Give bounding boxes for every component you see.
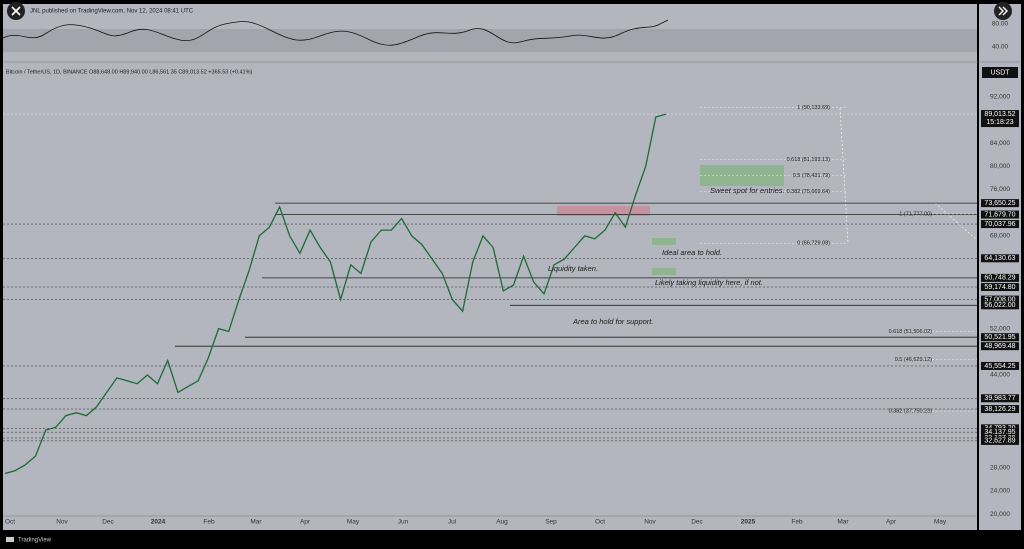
- time-label: Feb: [203, 519, 215, 526]
- time-label: Sep: [545, 519, 557, 526]
- fib-label: 0.618 (51,506.02): [889, 329, 933, 335]
- currency: USDT: [990, 69, 1010, 76]
- level-label: 60,748.29: [984, 275, 1015, 282]
- level-label-box: [981, 405, 1019, 414]
- liquidity-box: [652, 268, 676, 275]
- level-label-box: [981, 273, 1019, 282]
- annotation: Liquidity taken.: [548, 264, 598, 273]
- time-label: 2024: [151, 519, 166, 526]
- price-axis-pane: [979, 4, 1021, 530]
- time-label: Jun: [398, 519, 409, 526]
- level-label-box: [981, 428, 1019, 437]
- time-label: Nov: [56, 519, 68, 526]
- level-label: 50,521.95: [984, 334, 1015, 341]
- level-label: 71,679.70: [984, 211, 1015, 218]
- level-label: 64,130.63: [984, 255, 1015, 262]
- fib-label: 0.5 (46,629.12): [895, 357, 932, 363]
- fib-label: 0.382 (37,750.23): [889, 409, 933, 415]
- fib-label: 1 (71,777.00): [899, 211, 932, 217]
- level-label-box: [981, 342, 1019, 351]
- time-label: Apr: [300, 519, 311, 526]
- hold-box: [652, 238, 676, 245]
- rsi-tick-label: 40.00: [992, 44, 1009, 51]
- time-label: May: [347, 519, 360, 526]
- level-label-box: [981, 110, 1019, 128]
- time-label: Nov: [644, 519, 656, 526]
- level-label-box: [981, 210, 1019, 219]
- symbol-line: Bitcoin / TetherUS, 1D, BINANCE O88,648.…: [6, 69, 253, 75]
- time-label: May: [934, 519, 947, 526]
- fib-label: 0.618 (81,193.13): [787, 157, 831, 163]
- level-label-box: [981, 394, 1019, 403]
- price-tick-label: 80,000: [990, 163, 1010, 170]
- level-label: 32,627.89: [984, 438, 1015, 445]
- annotation: Likely taking liquidity here, if not.: [655, 278, 763, 287]
- expand-icon: [998, 6, 1008, 16]
- level-label-box: [981, 254, 1019, 263]
- rsi-tick-label: 80.00: [992, 21, 1009, 28]
- time-label: Mar: [837, 519, 849, 526]
- close-icon: [11, 6, 21, 16]
- annotation: Ideal area to hold.: [662, 248, 722, 257]
- time-label: 2025: [741, 519, 756, 526]
- resistance-box: [557, 206, 650, 216]
- level-label-box: [981, 301, 1019, 310]
- time-label: Aug: [496, 519, 508, 526]
- price-tick-label: 20,000: [990, 511, 1010, 518]
- brand-logo: [6, 537, 14, 542]
- price-tick-label: 76,000: [990, 186, 1010, 193]
- level-label: 89,013.52: [984, 111, 1015, 118]
- level-label: 45,554.25: [984, 363, 1015, 370]
- level-label: 70,037.96: [984, 221, 1015, 228]
- brand: TradingView: [18, 538, 52, 544]
- level-label-box: [981, 283, 1019, 292]
- level-label: 57,008.00: [984, 296, 1015, 303]
- chart-pane: [3, 4, 977, 530]
- level-label-box: [981, 333, 1019, 342]
- price-tick-label: 68,000: [990, 233, 1010, 240]
- price-line: [4, 113, 667, 475]
- time-label: Dec: [691, 519, 703, 526]
- price-tick-label: 84,000: [990, 140, 1010, 147]
- annotation: Sweet spot for entries.: [710, 186, 785, 195]
- price-tick-label: 44,000: [990, 372, 1010, 379]
- price-tick-label: 28,000: [990, 464, 1010, 471]
- annotation: Area to hold for support.: [572, 317, 653, 326]
- price-tick-label: 52,000: [990, 325, 1010, 332]
- fib-trend: [934, 202, 978, 241]
- fib-trend: [839, 107, 849, 244]
- rsi-line: [2, 19, 669, 46]
- price-tick-label: 92,000: [990, 93, 1010, 100]
- fib-label: 1 (90,133.69): [797, 105, 830, 111]
- level-label: 59,174.80: [984, 284, 1015, 291]
- time-label: Oct: [5, 519, 15, 526]
- currency-box: [982, 67, 1018, 78]
- level-label-box: [981, 295, 1019, 304]
- level-label-box: [981, 436, 1019, 445]
- countdown: 15:18:23: [986, 119, 1013, 126]
- level-label: 34,137.95: [984, 429, 1015, 436]
- fib-label: 0 (66,729.08): [797, 241, 830, 247]
- rsi-band: [3, 29, 977, 52]
- time-label: Jul: [448, 519, 457, 526]
- level-label: 48,969.48: [984, 343, 1015, 350]
- price-tick-label: 24,000: [990, 488, 1010, 495]
- level-label-box: [981, 199, 1019, 208]
- level-label: 56,022.00: [984, 302, 1015, 309]
- time-label: Dec: [102, 519, 114, 526]
- level-label: 73,650.25: [984, 200, 1015, 207]
- fib-label: 0.382 (75,669.64): [787, 189, 831, 195]
- level-label: 38,126.29: [984, 406, 1015, 413]
- time-label: Oct: [595, 519, 605, 526]
- time-label: Feb: [791, 519, 803, 526]
- level-label-box: [981, 220, 1019, 229]
- level-label-box: [981, 361, 1019, 370]
- time-label: Mar: [250, 519, 262, 526]
- fib-label: 0.5 (78,431.79): [793, 173, 830, 179]
- publisher: JNL published on TradingView.com, Nov 12…: [30, 9, 194, 15]
- time-label: Apr: [886, 519, 897, 526]
- level-label: 39,983.77: [984, 395, 1015, 402]
